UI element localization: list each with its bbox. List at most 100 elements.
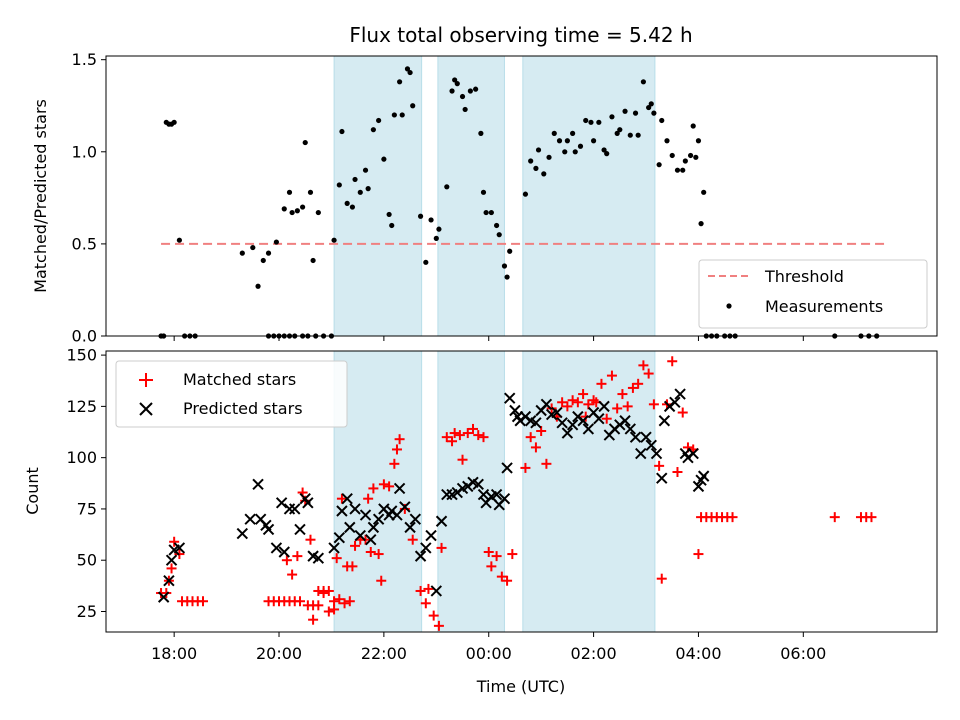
predicted-point (165, 554, 178, 566)
matched-point (648, 399, 659, 410)
matched-point (596, 378, 607, 389)
predicted-point (275, 497, 288, 509)
predicted-point (498, 492, 511, 505)
matched-point (433, 620, 444, 631)
predicted-point (556, 417, 568, 429)
measurement-point (302, 139, 308, 146)
legend-matched-label: Matched stars (183, 370, 296, 389)
matched-point (373, 549, 384, 560)
predicted-point (336, 505, 348, 517)
predicted-point (629, 431, 642, 443)
predicted-point (669, 396, 681, 408)
measurement-point (307, 189, 314, 195)
matched-point (583, 399, 594, 410)
matched-point (420, 598, 431, 609)
measurement-point (596, 119, 602, 125)
predicted-point (441, 488, 453, 501)
predicted-point (674, 388, 686, 400)
y-tick-label: 150 (66, 346, 97, 365)
predicted-point (503, 392, 516, 404)
measurement-point (669, 152, 675, 159)
matched-point (727, 512, 738, 523)
matched-point (572, 397, 583, 408)
predicted-point (551, 406, 563, 419)
matched-point (363, 493, 374, 504)
predicted-point (236, 527, 249, 540)
measurement-point (535, 147, 542, 153)
measurement-point (659, 117, 665, 124)
predicted-point (262, 523, 275, 536)
measurement-point (473, 86, 479, 92)
matched-point (507, 549, 518, 560)
measurement-point (601, 147, 607, 153)
measurement-point (528, 158, 534, 164)
predicted-point (593, 412, 605, 425)
predicted-point (435, 515, 448, 527)
matched-point (441, 432, 452, 443)
predicted-point (367, 521, 380, 534)
matched-point (672, 467, 683, 478)
measurement-point (436, 226, 442, 232)
measurement-point (265, 250, 272, 256)
measurement-point (344, 200, 350, 206)
matched-point (331, 553, 342, 564)
measurement-point (389, 222, 395, 229)
measurement-point (423, 259, 429, 265)
matched-point (530, 442, 541, 453)
predicted-point (509, 404, 521, 417)
predicted-point (501, 462, 513, 474)
measurement-point (522, 191, 529, 197)
measurement-point (433, 235, 439, 241)
predicted-point (294, 523, 306, 536)
predicted-point (278, 546, 290, 558)
measurement-point (339, 128, 345, 135)
top-legend-box (698, 259, 928, 329)
matched-point (323, 585, 334, 596)
measurement-point (357, 189, 363, 195)
matched-point (415, 585, 426, 596)
measurement-point (171, 119, 177, 125)
y-tick-label: 50 (77, 551, 97, 570)
measurement-point (664, 138, 670, 144)
matched-point (384, 481, 395, 492)
predicted-point (650, 447, 663, 460)
matched-point (305, 534, 316, 545)
measurement-point (546, 154, 552, 160)
matched-point (294, 596, 305, 607)
matched-point (394, 434, 405, 445)
chart-title: Flux total observing time = 5.42 h (349, 23, 692, 47)
measurement-point (286, 189, 293, 195)
matched-point (866, 512, 877, 523)
bottom-axes: 25 50 75 100 125 150 18:00 20:00 22:00 00:00 02:00… (66, 346, 826, 663)
legend-threshold-label: Threshold (764, 267, 844, 286)
predicted-point (530, 417, 542, 429)
predicted-point (157, 591, 170, 603)
predicted-point (365, 533, 377, 546)
measurement-point (640, 79, 646, 85)
measurement-point (646, 104, 652, 111)
y-tick-label: 125 (66, 397, 97, 416)
matched-point (557, 397, 568, 408)
measurement-point (690, 123, 696, 129)
matched-point (447, 436, 458, 447)
matched-point (376, 575, 387, 586)
matched-point (654, 460, 665, 471)
measurement-point (627, 132, 633, 138)
matched-point (308, 614, 319, 625)
predicted-point (598, 400, 610, 413)
matched-point (829, 512, 840, 523)
predicted-point (624, 423, 636, 435)
measurement-point (656, 162, 662, 168)
measurement-point (449, 88, 455, 94)
matched-point (389, 458, 400, 469)
measurement-point (564, 138, 570, 144)
measurement-point (533, 165, 539, 171)
measurement-point (609, 114, 615, 120)
predicted-point (687, 447, 699, 460)
measurement-point (501, 263, 508, 269)
matched-point (368, 483, 379, 494)
observing-window-top-1 (437, 55, 505, 337)
predicted-point (577, 415, 589, 427)
measurement-point (635, 132, 641, 138)
measurement-point (370, 127, 376, 133)
